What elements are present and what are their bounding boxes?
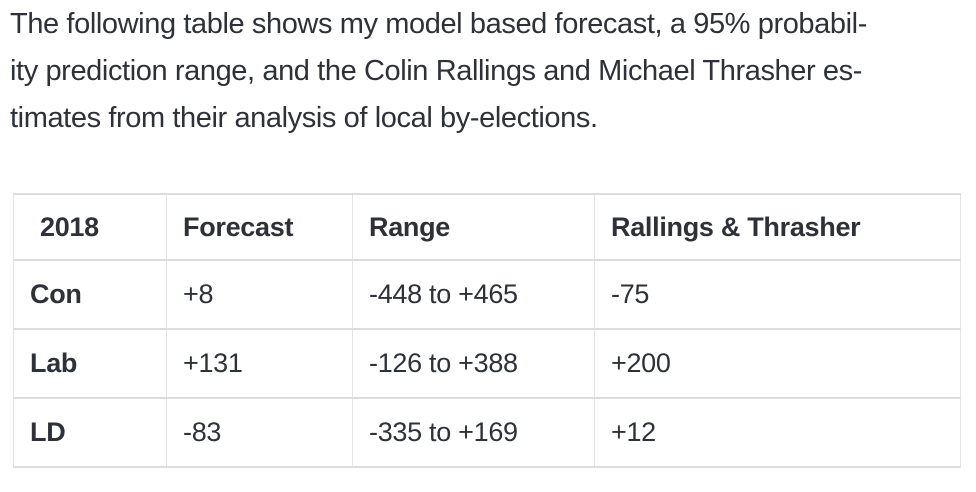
table-cell: +131	[166, 328, 353, 399]
intro-line: The following table shows my model based…	[10, 8, 867, 40]
intro-line: timates from their analysis of local by-…	[10, 102, 598, 134]
table-row-lab: Lab +131 -126 to +388 +200	[13, 328, 961, 399]
table-cell: -83	[166, 397, 353, 468]
row-label-lab: Lab	[13, 328, 167, 399]
table-cell: +8	[166, 259, 353, 330]
column-header-2018: 2018	[13, 193, 167, 261]
table-cell: +12	[594, 397, 961, 468]
column-header-rallings-thrasher: Rallings & Thrasher	[594, 193, 961, 261]
table-row-ld: LD -83 -335 to +169 +12	[13, 397, 961, 468]
forecast-table: 2018 Forecast Range Rallings & Thrasher Con…	[13, 193, 961, 468]
table-cell: +200	[594, 328, 961, 399]
intro-paragraph: The following table shows my model based…	[0, 0, 976, 142]
table-row-con: Con +8 -448 to +465 -75	[13, 259, 961, 330]
table-cell: -75	[594, 259, 961, 330]
column-header-forecast: Forecast	[166, 193, 353, 261]
row-label-con: Con	[13, 259, 167, 330]
row-label-ld: LD	[13, 397, 167, 468]
table-cell: -126 to +388	[352, 328, 595, 399]
table-header-row: 2018 Forecast Range Rallings & Thrasher	[13, 193, 961, 261]
column-header-range: Range	[352, 193, 595, 261]
intro-line: ity prediction range, and the Colin Rall…	[10, 55, 863, 87]
table-cell: -448 to +465	[352, 259, 595, 330]
table-cell: -335 to +169	[352, 397, 595, 468]
